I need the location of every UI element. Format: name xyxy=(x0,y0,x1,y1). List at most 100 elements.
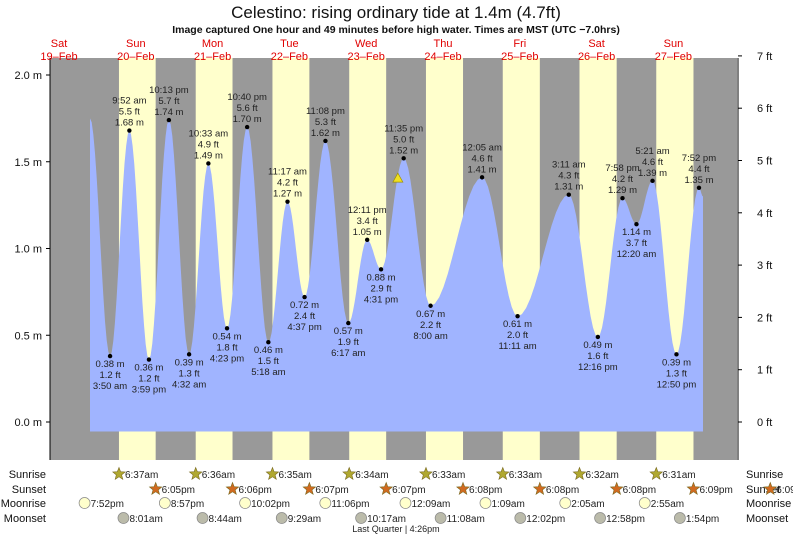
tide-feet: 4.6 ft xyxy=(642,157,663,168)
day-date: 25–Feb xyxy=(501,51,538,63)
sunset-time: 6:09pm xyxy=(776,485,793,496)
tide-time: 3:59 pm xyxy=(132,385,166,396)
tide-time: 10:40 pm xyxy=(227,92,267,103)
tide-meters: 1.31 m xyxy=(554,182,583,193)
sunset-time: 6:08pm xyxy=(623,485,656,496)
moonset-moon-icon xyxy=(594,512,606,524)
right-tick-label: 7 ft xyxy=(757,51,772,63)
moonset-time: 8:44am xyxy=(209,514,242,525)
sunrise-time: 6:37am xyxy=(125,470,158,481)
tide-meters: 1.49 m xyxy=(194,150,223,161)
right-tick-label: 0 ft xyxy=(757,417,772,429)
tide-time: 4:37 pm xyxy=(287,322,321,333)
sunrise-star-icon xyxy=(419,466,433,480)
tide-feet: 4.6 ft xyxy=(472,153,493,164)
day-of-week: Sat xyxy=(51,38,68,50)
day-labels: Sat19–FebSun20–FebMon21–FebTue22–FebWed2… xyxy=(40,38,692,63)
low-tide-point xyxy=(302,294,307,300)
low-tide-point xyxy=(595,334,601,340)
moonset-moon-icon xyxy=(196,512,209,524)
tide-meters: 1.27 m xyxy=(273,189,302,200)
moonset-moon-icon xyxy=(674,512,686,524)
left-tick-label: 1.0 m xyxy=(14,244,42,256)
sunrise-time: 6:36am xyxy=(202,470,235,481)
sunrise-row-label-right: Sunrise xyxy=(746,469,783,481)
day-date: 27–Feb xyxy=(655,51,692,63)
tide-meters: 0.88 m xyxy=(367,272,396,283)
right-tick-label: 4 ft xyxy=(757,208,772,220)
moonset-moon-icon xyxy=(434,512,447,524)
high-tide-point xyxy=(166,117,172,123)
tide-feet: 5.3 ft xyxy=(315,117,336,128)
tide-time: 6:17 am xyxy=(331,348,365,359)
tide-feet: 5.7 ft xyxy=(158,96,179,107)
low-tide-point xyxy=(634,222,639,227)
sunrise-row-label-left: Sunrise xyxy=(9,469,46,481)
sunrise-time: 6:33am xyxy=(432,470,465,481)
sunset-star-icon xyxy=(225,481,240,495)
tide-feet: 4.2 ft xyxy=(612,174,633,185)
sunset-time: 6:06pm xyxy=(239,485,272,496)
low-tide-point xyxy=(224,326,230,331)
tide-time: 10:13 pm xyxy=(149,85,189,96)
right-tick-label: 3 ft xyxy=(757,260,772,272)
sunset-star-icon xyxy=(148,481,163,495)
high-tide-point xyxy=(620,195,625,201)
moonset-time: 11:08am xyxy=(447,514,485,525)
moonrise-time: 2:55am xyxy=(651,499,684,510)
tide-area xyxy=(90,118,703,432)
moonset-row-label-left: Moonset xyxy=(4,513,46,525)
moonrise-moon-icon xyxy=(78,497,91,509)
low-tide-point xyxy=(428,303,433,308)
day-of-week: Wed xyxy=(355,38,377,50)
moonset-moon-icon xyxy=(275,512,288,524)
high-tide-point xyxy=(323,138,328,144)
moonrise-moon-icon xyxy=(239,497,251,509)
low-tide-point xyxy=(674,352,679,357)
tide-feet: 1.9 ft xyxy=(338,337,359,348)
day-of-week: Thu xyxy=(434,38,453,50)
tide-meters: 0.54 m xyxy=(213,331,242,342)
sunrise-time: 6:35am xyxy=(278,470,311,481)
right-tick-label: 2 ft xyxy=(757,312,772,324)
moonset-time: 10:17am xyxy=(367,514,406,525)
sunrise-time: 6:31am xyxy=(662,470,695,481)
axes: 0.0 m 0.5 m 1.0 m 1.5 m 2.0 m 0 ft 1 ft 2 ft 3 f… xyxy=(14,51,772,460)
tide-time: 10:33 am xyxy=(189,128,229,139)
moonset-moon-icon xyxy=(355,512,367,524)
moonrise-time: 11:06pm xyxy=(331,499,369,510)
moonrise-moon-icon xyxy=(638,497,651,509)
sunset-time: 6:05pm xyxy=(162,485,195,496)
moonrise-time: 1:09am xyxy=(491,499,524,510)
tide-feet: 4.4 ft xyxy=(688,164,709,175)
tide-feet: 2.9 ft xyxy=(370,283,391,294)
sunrise-star-icon xyxy=(649,466,664,480)
low-tide-point xyxy=(107,353,113,359)
tide-time: 7:58 pm xyxy=(605,163,639,174)
tide-meters: 0.36 m xyxy=(134,363,163,374)
sunset-row-label-left: Sunset xyxy=(12,484,46,496)
moonset-row-label-right: Moonset xyxy=(746,513,788,525)
sunset-star-icon xyxy=(609,481,624,495)
tide-meters: 1.39 m xyxy=(638,168,667,179)
day-date: 20–Feb xyxy=(117,51,154,63)
moonrise-moon-icon xyxy=(479,497,492,509)
moonset-time: 9:29am xyxy=(288,514,321,525)
high-tide-point xyxy=(566,192,571,197)
tide-time: 11:17 am xyxy=(268,167,307,178)
tide-curve xyxy=(90,118,703,432)
right-tick-label: 5 ft xyxy=(757,156,772,168)
left-tick-label: 2.0 m xyxy=(14,70,42,82)
tide-meters: 0.72 m xyxy=(290,300,319,311)
day-date: 19–Feb xyxy=(40,51,77,63)
tide-meters: 0.57 m xyxy=(334,326,363,337)
tide-meters: 1.29 m xyxy=(608,185,637,196)
tide-meters: 1.14 m xyxy=(622,227,651,238)
day-of-week: Sun xyxy=(126,38,146,50)
tide-feet: 4.2 ft xyxy=(277,178,298,189)
tide-feet: 5.6 ft xyxy=(237,103,258,114)
left-tick-label: 0.0 m xyxy=(14,417,42,429)
extrema-labels: 0.38 m1.2 ft3:50 am9:52 am5.5 ft1.68 m0.… xyxy=(93,85,716,395)
tide-meters: 0.61 m xyxy=(503,319,532,330)
tide-time: 11:11 am xyxy=(498,341,536,352)
